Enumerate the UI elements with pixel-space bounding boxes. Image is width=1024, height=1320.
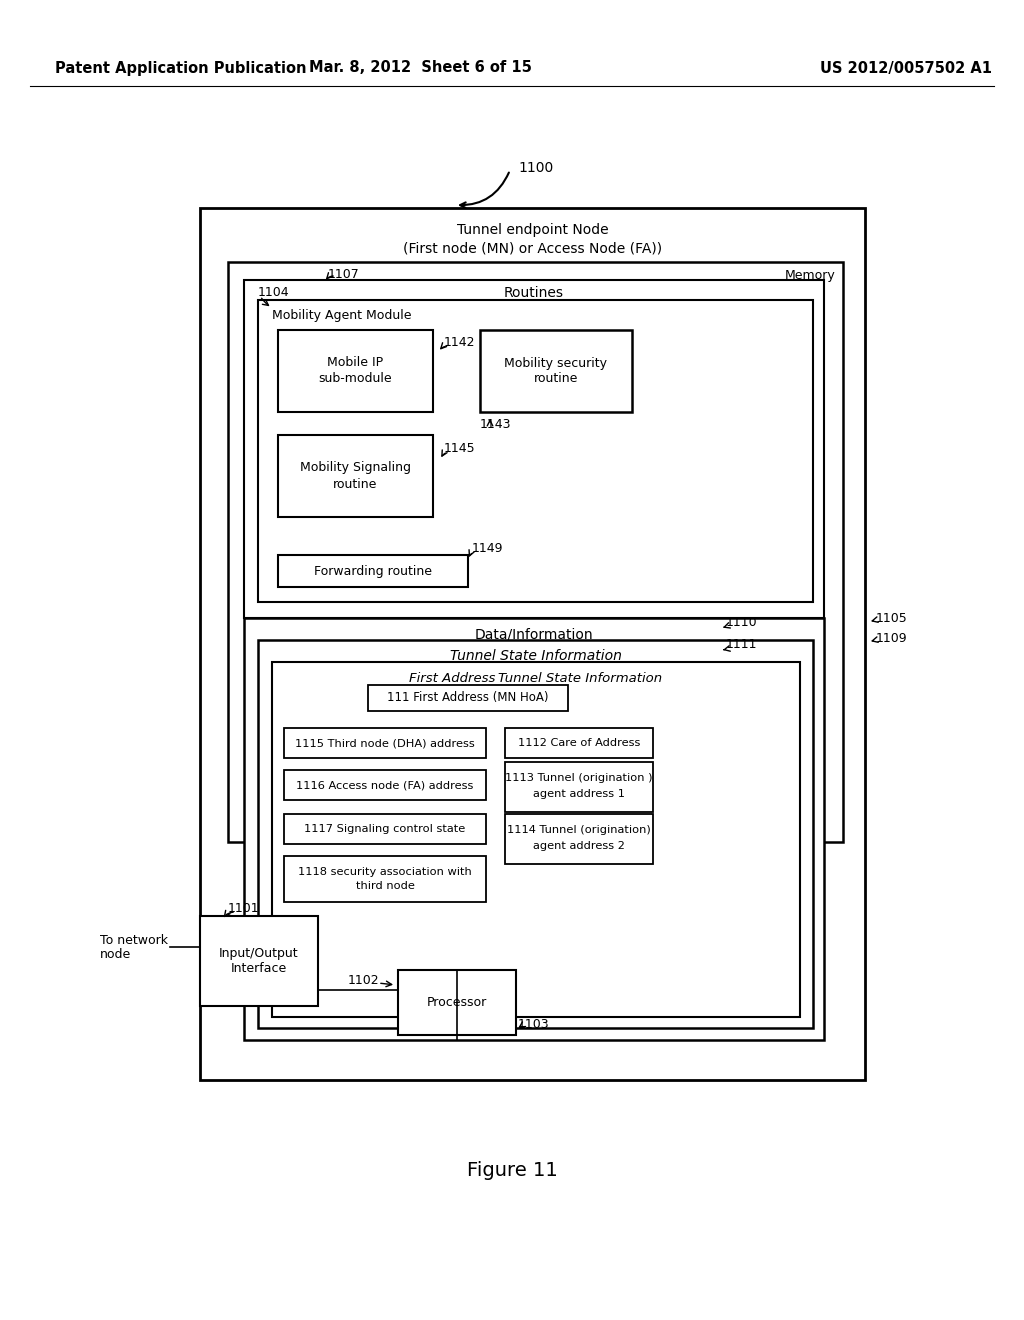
Text: 1110: 1110: [726, 615, 758, 628]
Text: Input/Output: Input/Output: [219, 946, 299, 960]
Text: 1101: 1101: [228, 902, 260, 915]
Text: routine: routine: [334, 478, 378, 491]
Text: agent address 1: agent address 1: [534, 789, 625, 799]
Text: 1143: 1143: [480, 418, 512, 432]
Text: 1111: 1111: [726, 639, 758, 652]
Text: agent address 2: agent address 2: [534, 841, 625, 851]
Bar: [284, 855, 486, 902]
Bar: [278, 554, 468, 587]
Bar: [228, 261, 843, 842]
Bar: [278, 330, 433, 412]
Bar: [244, 280, 824, 618]
Text: 1116 Access node (FA) address: 1116 Access node (FA) address: [296, 780, 474, 789]
Text: 1107: 1107: [328, 268, 359, 281]
Text: 1100: 1100: [518, 161, 553, 176]
Text: Forwarding routine: Forwarding routine: [314, 565, 432, 578]
Text: Memory: Memory: [784, 268, 835, 281]
Bar: [258, 640, 813, 1028]
Text: third node: third node: [355, 880, 415, 891]
Bar: [284, 729, 486, 758]
Text: Data/Information: Data/Information: [475, 627, 593, 642]
Text: Interface: Interface: [230, 962, 287, 975]
Bar: [272, 663, 800, 1016]
Text: Patent Application Publication: Patent Application Publication: [55, 61, 306, 75]
Bar: [284, 814, 486, 843]
Text: Mobility Signaling: Mobility Signaling: [300, 462, 411, 474]
Bar: [368, 685, 568, 711]
Text: node: node: [100, 949, 131, 961]
Text: 1145: 1145: [444, 441, 475, 454]
Text: 1103: 1103: [518, 1019, 550, 1031]
Text: Figure 11: Figure 11: [467, 1160, 557, 1180]
Text: 1105: 1105: [876, 611, 907, 624]
Text: 1113 Tunnel (origination ): 1113 Tunnel (origination ): [505, 774, 652, 783]
Text: First Address Tunnel State Information: First Address Tunnel State Information: [410, 672, 663, 685]
Bar: [200, 209, 865, 1080]
Text: 111 First Address (MN HoA): 111 First Address (MN HoA): [387, 692, 549, 705]
Bar: [505, 814, 653, 865]
Text: 1109: 1109: [876, 631, 907, 644]
Bar: [505, 729, 653, 758]
Text: Mobility security: Mobility security: [505, 356, 607, 370]
Text: Tunnel endpoint Node: Tunnel endpoint Node: [457, 223, 608, 238]
Text: 1102: 1102: [348, 974, 380, 986]
Text: 1142: 1142: [444, 337, 475, 350]
Text: routine: routine: [534, 372, 579, 385]
Text: sub-module: sub-module: [318, 372, 392, 385]
Text: To network: To network: [100, 933, 168, 946]
Bar: [284, 770, 486, 800]
Text: Tunnel State Information: Tunnel State Information: [450, 649, 622, 663]
Text: 1112 Care of Address: 1112 Care of Address: [518, 738, 640, 748]
Text: US 2012/0057502 A1: US 2012/0057502 A1: [820, 61, 992, 75]
Text: (First node (MN) or Access Node (FA)): (First node (MN) or Access Node (FA)): [402, 242, 663, 255]
Bar: [480, 330, 632, 412]
Text: Mobile IP: Mobile IP: [328, 356, 384, 370]
Text: 1118 security association with: 1118 security association with: [298, 867, 472, 876]
Text: 1117 Signaling control state: 1117 Signaling control state: [304, 824, 466, 834]
Bar: [244, 618, 824, 1040]
Bar: [505, 762, 653, 812]
Bar: [200, 916, 318, 1006]
Text: 1149: 1149: [472, 541, 504, 554]
Text: Mar. 8, 2012  Sheet 6 of 15: Mar. 8, 2012 Sheet 6 of 15: [308, 61, 531, 75]
Text: 1115 Third node (DHA) address: 1115 Third node (DHA) address: [295, 738, 475, 748]
Text: Routines: Routines: [504, 286, 564, 300]
Text: 1104: 1104: [258, 286, 290, 300]
Text: Processor: Processor: [427, 997, 487, 1008]
Text: 1114 Tunnel (origination): 1114 Tunnel (origination): [507, 825, 651, 836]
Bar: [398, 970, 516, 1035]
Text: Mobility Agent Module: Mobility Agent Module: [272, 309, 412, 322]
Bar: [278, 436, 433, 517]
Bar: [258, 300, 813, 602]
